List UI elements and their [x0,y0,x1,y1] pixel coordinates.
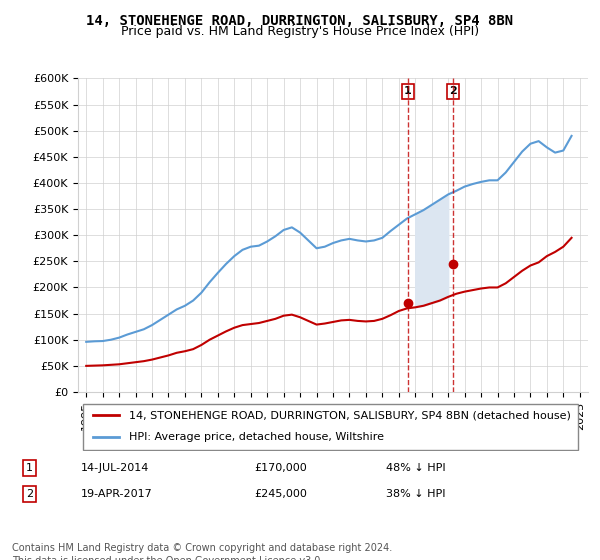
FancyBboxPatch shape [83,404,578,450]
Text: 14-JUL-2014: 14-JUL-2014 [81,463,149,473]
Text: Contains HM Land Registry data © Crown copyright and database right 2024.
This d: Contains HM Land Registry data © Crown c… [12,543,392,560]
Text: 2: 2 [26,489,33,499]
Text: 2: 2 [449,86,457,96]
Text: 48% ↓ HPI: 48% ↓ HPI [386,463,446,473]
Text: 1: 1 [26,463,33,473]
Text: 1: 1 [404,86,412,96]
Text: 19-APR-2017: 19-APR-2017 [81,489,153,499]
Text: 14, STONEHENGE ROAD, DURRINGTON, SALISBURY, SP4 8BN: 14, STONEHENGE ROAD, DURRINGTON, SALISBU… [86,14,514,28]
Text: 38% ↓ HPI: 38% ↓ HPI [386,489,446,499]
Text: 14, STONEHENGE ROAD, DURRINGTON, SALISBURY, SP4 8BN (detached house): 14, STONEHENGE ROAD, DURRINGTON, SALISBU… [129,410,571,420]
Text: £245,000: £245,000 [254,489,307,499]
Text: Price paid vs. HM Land Registry's House Price Index (HPI): Price paid vs. HM Land Registry's House … [121,25,479,38]
Text: HPI: Average price, detached house, Wiltshire: HPI: Average price, detached house, Wilt… [129,432,384,442]
Text: £170,000: £170,000 [254,463,307,473]
